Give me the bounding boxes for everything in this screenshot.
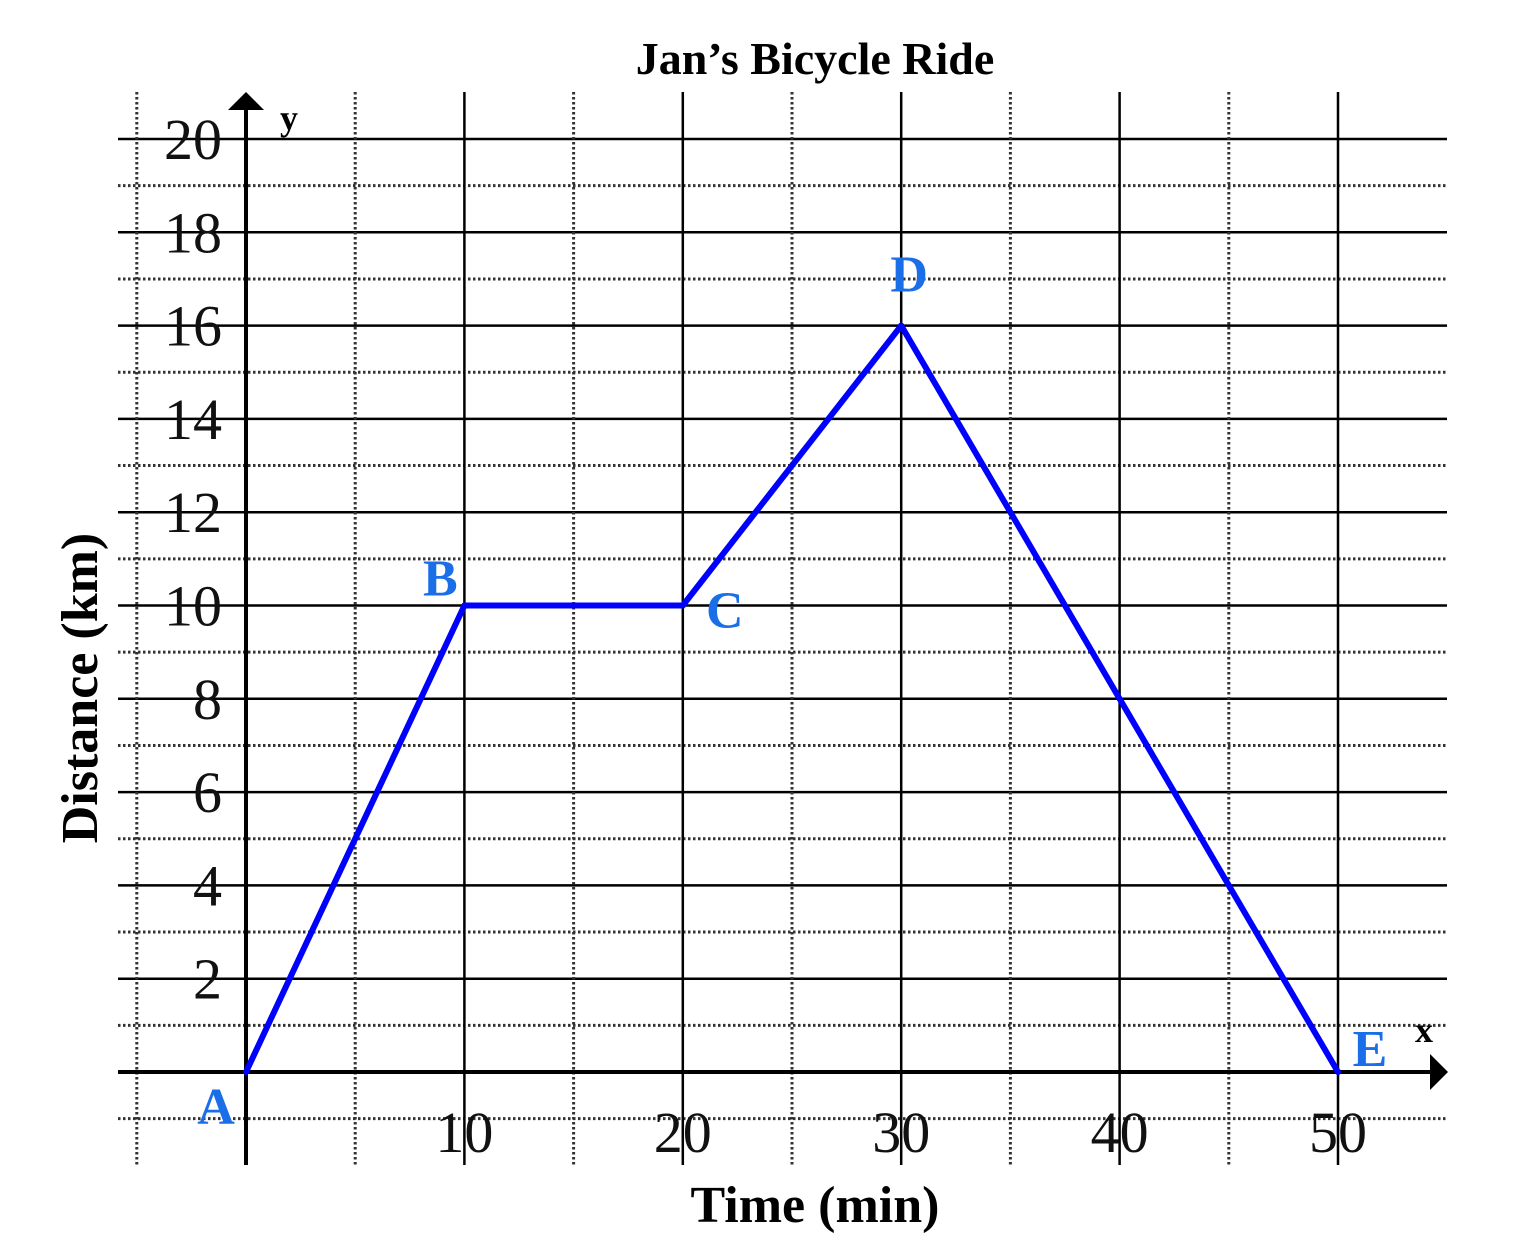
data-point-E: [1335, 1069, 1341, 1075]
y-tick-label: 20: [164, 107, 222, 172]
y-tick-label: 8: [193, 667, 222, 732]
x-tick-label: 50: [1309, 1100, 1367, 1165]
point-label-B: B: [423, 551, 458, 608]
data-point-A: [243, 1069, 249, 1075]
y-tick-label: 4: [193, 853, 222, 918]
x-tick-label: 10: [435, 1100, 493, 1165]
y-axis-letter: y: [280, 98, 298, 138]
line-segment-AB: [243, 602, 468, 1075]
y-tick-label: 14: [164, 387, 222, 452]
y-tick-label: 12: [164, 480, 222, 545]
x-tick-label: 30: [872, 1100, 930, 1165]
x-axis-arrow-icon: [1430, 1054, 1448, 1090]
point-label-D: D: [890, 247, 928, 304]
y-tick-label: 10: [164, 574, 222, 639]
point-label-E: E: [1353, 1021, 1388, 1078]
line-segment-CD: [679, 322, 905, 609]
y-axis-label: Distance (km): [52, 533, 109, 844]
y-tick-label: 2: [193, 947, 222, 1012]
x-axis-label: Time (min): [691, 1177, 940, 1234]
y-tick-label: 16: [164, 294, 222, 359]
data-point-B: [461, 602, 468, 609]
point-label-A: A: [197, 1079, 235, 1136]
axes: y x: [118, 92, 1448, 1165]
x-tick-label: 20: [654, 1100, 712, 1165]
grid: [118, 92, 1447, 1165]
data-point-D: [898, 322, 905, 329]
y-tick-label: 6: [193, 760, 222, 825]
y-axis-arrow-icon: [228, 92, 264, 110]
series: [243, 322, 1341, 1075]
line-segment-DE: [898, 322, 1341, 1075]
x-tick-label: 40: [1091, 1100, 1149, 1165]
point-labels: A B C D E: [197, 247, 1387, 1136]
chart-title: Jan’s Bicycle Ride: [636, 33, 995, 84]
x-axis-letter: x: [1415, 1010, 1433, 1050]
data-point-C: [679, 602, 686, 609]
tick-labels: 2 4 6 8 10 12 14 16 18 20 10 20 30 40 50: [164, 107, 1367, 1165]
y-tick-label: 18: [164, 200, 222, 265]
point-label-C: C: [706, 583, 744, 640]
